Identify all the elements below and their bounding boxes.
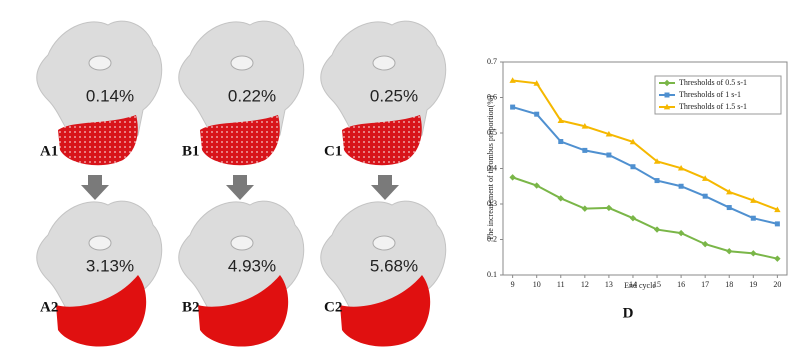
legend-marker	[664, 92, 670, 98]
y-tick-label: 0.3	[487, 199, 497, 208]
marker	[750, 250, 757, 257]
x-tick-label: 17	[701, 280, 709, 289]
marker	[774, 255, 781, 262]
marker	[558, 139, 564, 145]
legend-label: Thresholds of 1.5 s-1	[679, 102, 747, 111]
vessel-hole	[88, 235, 112, 251]
marker	[678, 183, 684, 189]
marker	[726, 188, 733, 195]
marker	[750, 215, 756, 221]
marker	[654, 178, 660, 184]
vessel-hole	[372, 55, 396, 71]
marker	[533, 182, 540, 189]
legend-label: Thresholds of 0.5 s-1	[679, 78, 747, 87]
marker	[701, 175, 709, 181]
render-panel: 3.13% A2	[36, 200, 163, 347]
marker	[606, 152, 612, 158]
panel-label: D	[623, 305, 634, 321]
panel-label: A2	[40, 299, 58, 315]
legend-marker	[663, 79, 671, 87]
x-tick-label: 11	[557, 280, 565, 289]
y-tick-label: 0.4	[487, 163, 497, 172]
x-tick-label: 20	[773, 280, 781, 289]
percentage: 0.25%	[370, 86, 418, 105]
x-tick-label: 10	[533, 280, 541, 289]
marker	[629, 215, 637, 222]
x-tick-label: 16	[677, 280, 685, 289]
legend-marker	[663, 103, 671, 110]
percentage: 5.68%	[370, 256, 418, 275]
marker	[557, 195, 564, 202]
marker	[653, 158, 661, 164]
y-tick-label: 0.5	[487, 128, 497, 137]
marker	[630, 164, 636, 170]
legend-box	[654, 75, 782, 115]
x-tick-label: 18	[725, 280, 733, 289]
marker	[677, 229, 685, 237]
marker	[629, 138, 637, 145]
y-axis-label: The increasement of thrombus proportion(…	[486, 95, 495, 241]
render-panel: 0.22% B1	[178, 20, 305, 166]
y-tick-label: 0.2	[487, 234, 497, 243]
marker	[702, 193, 708, 199]
percentage: 0.22%	[228, 86, 276, 105]
legend: Thresholds of 0.5 s-1 Thresholds of 1 s-1…	[654, 75, 782, 115]
render-panel: 0.25% C1	[320, 20, 447, 166]
percentage: 3.13%	[86, 256, 134, 275]
panel-label: C2	[324, 299, 342, 315]
marker	[677, 164, 685, 171]
legend-label: Thresholds of 1 s-1	[679, 90, 741, 99]
marker	[605, 204, 613, 212]
y-tick-label: 0.7	[487, 57, 497, 66]
render-panel: 0.14% A1	[36, 20, 163, 166]
marker	[533, 80, 540, 86]
marker	[510, 104, 516, 110]
x-axis-label: End cycle	[624, 281, 656, 290]
series-line	[512, 176, 778, 260]
percentage: 4.93%	[228, 256, 276, 275]
marker	[557, 117, 564, 123]
panel-label: A1	[40, 143, 58, 159]
marker	[774, 221, 780, 227]
marker	[509, 77, 516, 83]
marker	[534, 111, 540, 117]
marker	[582, 147, 588, 153]
marker	[653, 226, 661, 233]
vessel-hole	[88, 55, 112, 71]
marker	[701, 240, 709, 248]
x-tick-label: 12	[581, 280, 589, 289]
y-tick-label: 0.1	[487, 270, 497, 279]
panel-label: C1	[324, 143, 342, 159]
marker	[581, 123, 589, 129]
y-tick-label: 0.6	[487, 92, 497, 101]
render-panel: 4.93% B2	[178, 200, 305, 347]
vessel-hole	[230, 55, 254, 71]
marker	[726, 205, 732, 211]
x-tick-label: 13	[605, 280, 613, 289]
marker	[750, 197, 757, 203]
x-tick-label: 19	[749, 280, 757, 289]
series-line	[512, 79, 778, 211]
percentage: 0.14%	[86, 86, 134, 105]
series-line	[512, 106, 778, 225]
marker	[509, 174, 516, 181]
x-tick-label: 9	[511, 280, 515, 289]
panel-label: B2	[182, 299, 200, 315]
vessel-hole	[230, 235, 254, 251]
marker	[581, 205, 589, 212]
panel-label: B1	[182, 143, 200, 159]
x-tick-label: 14	[629, 280, 637, 289]
marker	[726, 248, 733, 255]
x-tick-label: 15	[653, 280, 661, 289]
vessel-hole	[372, 235, 396, 251]
marker	[774, 206, 781, 213]
arrows	[81, 175, 399, 200]
render-panel: 5.68% C2	[320, 200, 447, 347]
marker	[605, 130, 613, 137]
